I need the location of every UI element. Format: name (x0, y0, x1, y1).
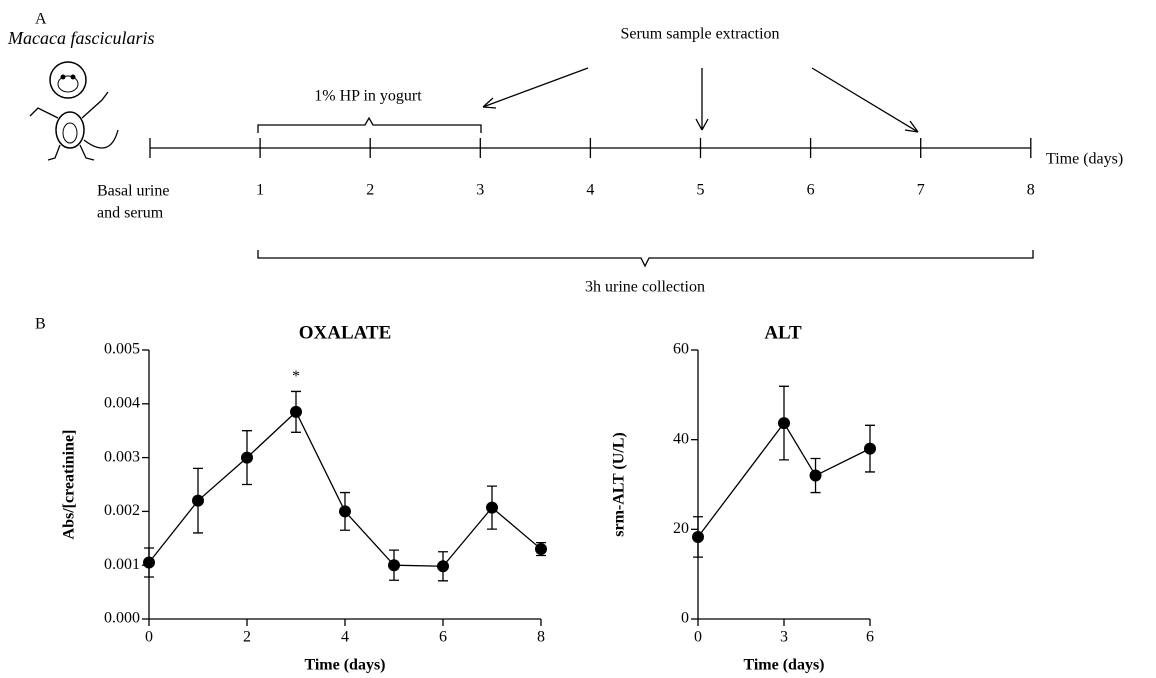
y-tick-label: 40 (673, 430, 689, 447)
x-tick-label: 0 (694, 629, 702, 646)
data-point (143, 556, 155, 569)
timeline-tick-label: 1 (256, 182, 264, 199)
treatment-label: 1% HP in yogurt (314, 88, 422, 105)
data-point (535, 543, 547, 556)
timeline-tick-label: 6 (807, 182, 815, 199)
data-point (778, 417, 790, 430)
annotation: * (292, 368, 300, 385)
data-point (692, 530, 704, 543)
timeline-tick-label: 2 (366, 182, 374, 199)
data-point (241, 451, 253, 464)
y-tick-label: 0.003 (104, 448, 140, 465)
treatment-brace (257, 116, 482, 133)
timeline-tick-label: 8 (1027, 182, 1035, 199)
collection-label: 3h urine collection (585, 279, 705, 296)
timeline-tick-label: 4 (586, 182, 594, 199)
chart-title: ALT (764, 322, 802, 343)
data-point (437, 560, 449, 573)
sampling-arrows (482, 67, 919, 133)
x-tick-label: 8 (537, 629, 545, 646)
y-tick-label: 0 (681, 610, 689, 627)
y-tick-label: 20 (673, 520, 689, 537)
timeline-tick-label: 7 (917, 182, 925, 199)
collection-brace (257, 250, 1034, 268)
data-point (486, 501, 498, 514)
data-line (148, 410, 542, 567)
y-tick-label: 0.002 (104, 502, 140, 519)
x-axis-label: Time (days) (304, 657, 385, 674)
panel-label: B (35, 316, 46, 333)
data-point (864, 442, 876, 455)
x-tick-label: 6 (439, 629, 447, 646)
data-point (339, 505, 351, 518)
x-tick-label: 6 (866, 629, 874, 646)
timeline-tick-label: 5 (697, 182, 705, 199)
chart-title: OXALATE (299, 322, 392, 343)
y-tick-label: 0.005 (104, 341, 140, 358)
x-axis-label: Time (days) (743, 657, 824, 674)
data-line (697, 421, 871, 538)
y-tick-label: 0.004 (104, 394, 140, 411)
data-point (192, 494, 204, 507)
panel-label: A (35, 11, 47, 28)
y-tick-label: 0.000 (104, 610, 140, 627)
y-axis-label: srm-ALT (U/L) (611, 432, 628, 536)
y-axis-label: Abs/[creatinine] (61, 430, 78, 540)
timeline-axis-label: Time (days) (1046, 151, 1123, 168)
basal-label: Basal urine (97, 183, 169, 200)
data-point (388, 559, 400, 572)
x-tick-label: 0 (145, 629, 153, 646)
species: Macaca fascicularis (7, 28, 154, 48)
sampling-label: Serum sample extraction (620, 26, 779, 43)
x-tick-label: 4 (341, 629, 349, 646)
x-tick-label: 3 (780, 629, 788, 646)
y-tick-label: 60 (673, 341, 689, 358)
y-tick-label: 0.001 (104, 556, 140, 573)
data-point (290, 405, 302, 418)
basal-label: and serum (97, 205, 164, 222)
x-tick-label: 2 (243, 629, 251, 646)
data-point (809, 469, 822, 482)
monkey-icon (29, 61, 119, 161)
timeline-tick-label: 3 (476, 182, 484, 199)
